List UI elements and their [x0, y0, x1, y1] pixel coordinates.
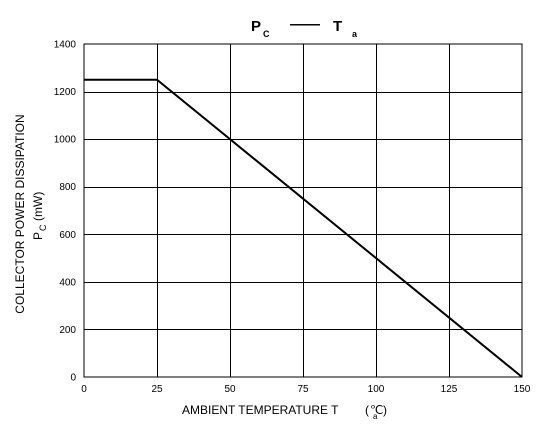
title-ta: T	[333, 18, 342, 35]
x-axis-label-subscript: a	[373, 412, 378, 421]
x-tick-label: 150	[514, 384, 531, 395]
y-tick-label: 800	[59, 182, 76, 193]
y-axis-label: COLLECTOR POWER DISSIPATION	[13, 114, 27, 313]
y-tick-label: 1000	[54, 135, 77, 146]
series-line-pc-vs-ta	[84, 78, 523, 378]
y-tick-label: 0	[70, 373, 76, 384]
y-tick-label: 1400	[54, 40, 77, 51]
x-axis-label: AMBIENT TEMPERATURE T ( ℃ a )	[182, 403, 387, 421]
y-tick-label: 200	[59, 325, 76, 336]
y-tick-label: 400	[59, 277, 76, 288]
title-ta-subscript: a	[352, 29, 358, 39]
chart-title: P C —— T a	[251, 16, 358, 39]
series	[84, 78, 523, 378]
y-axis-label-line1: COLLECTOR POWER DISSIPATION	[13, 114, 27, 313]
title-dash: ——	[290, 16, 320, 33]
y-axis-unit: (mW)	[31, 192, 45, 221]
x-axis-label-unit: ℃	[370, 403, 383, 417]
x-tick-label: 50	[224, 384, 236, 395]
x-axis-label-paren-open: (	[365, 403, 369, 417]
x-tick-label: 100	[368, 384, 385, 395]
x-tick-label: 75	[297, 384, 309, 395]
title-pc: P	[251, 18, 261, 35]
y-tick-label: 1200	[54, 87, 77, 98]
x-axis-label-text: AMBIENT TEMPERATURE T	[182, 403, 339, 417]
y-axis-symbol-p: P	[31, 232, 45, 240]
y-axis-symbol: P C (mW)	[31, 192, 48, 240]
y-axis-symbol-subscript: C	[38, 224, 48, 231]
grid	[83, 43, 523, 378]
y-tick-label: 600	[59, 230, 76, 241]
x-tick-label: 0	[81, 384, 87, 395]
x-tick-label: 125	[441, 384, 458, 395]
x-tick-label: 25	[151, 384, 163, 395]
tick-labels: 0 25 50 75 100 125 150 0 200 400 600 800 1000 1200 140…	[54, 40, 531, 396]
x-axis-label-paren-close: )	[383, 403, 387, 417]
title-pc-subscript: C	[263, 29, 270, 39]
